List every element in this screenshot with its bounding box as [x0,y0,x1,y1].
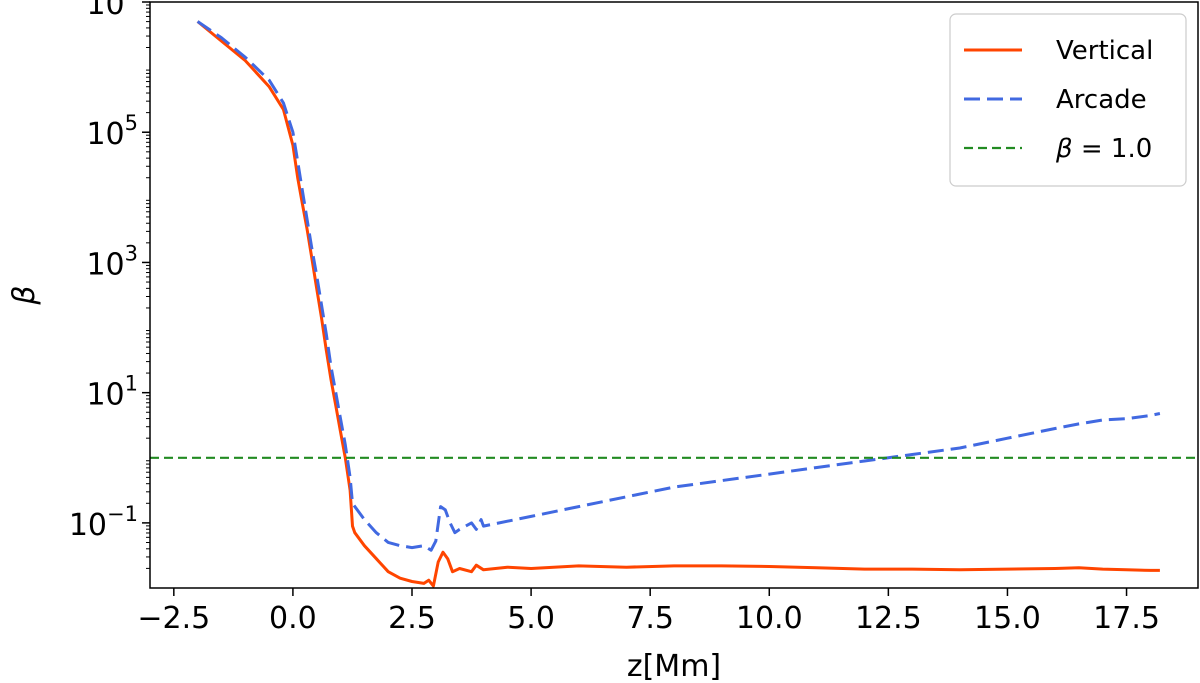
legend-box [949,13,1187,187]
legend-label: Vertical [1056,36,1153,66]
axes-frame [149,1,1199,589]
legend-label: β = 1.0 [1055,134,1152,164]
x-tick-label: 15.0 [974,601,1041,636]
y-tick-label: 103 [86,241,138,282]
series-line-vertical [196,20,1160,588]
x-tick-label: 12.5 [855,601,922,636]
x-tick-label: 5.0 [507,601,555,636]
y-tick-label: 101 [86,372,138,413]
y-axis-label: β [7,285,42,305]
x-tick-label: 10.0 [736,601,803,636]
x-tick-label: −2.5 [137,601,210,636]
y-tick-label: 107 [86,0,138,22]
axes-layer: −2.5 0.0 2.5 5.0 7.5 10.0 12.5 15.0 17.5 10−1 101 1… [69,0,1199,636]
x-tick-label: 0.0 [269,601,317,636]
x-tick-label: 7.5 [626,601,674,636]
x-tick-label: 17.5 [1093,601,1160,636]
x-tick-label: 2.5 [388,601,436,636]
x-axis-label: z[Mm] [627,649,721,683]
series-layer [150,20,1198,588]
legend: Vertical Arcade β = 1.0 [949,13,1187,187]
legend-label: Arcade [1056,85,1147,115]
y-tick-label: 10−1 [69,502,138,543]
y-tick-label: 105 [86,111,138,152]
series-line-arcade [196,20,1161,552]
